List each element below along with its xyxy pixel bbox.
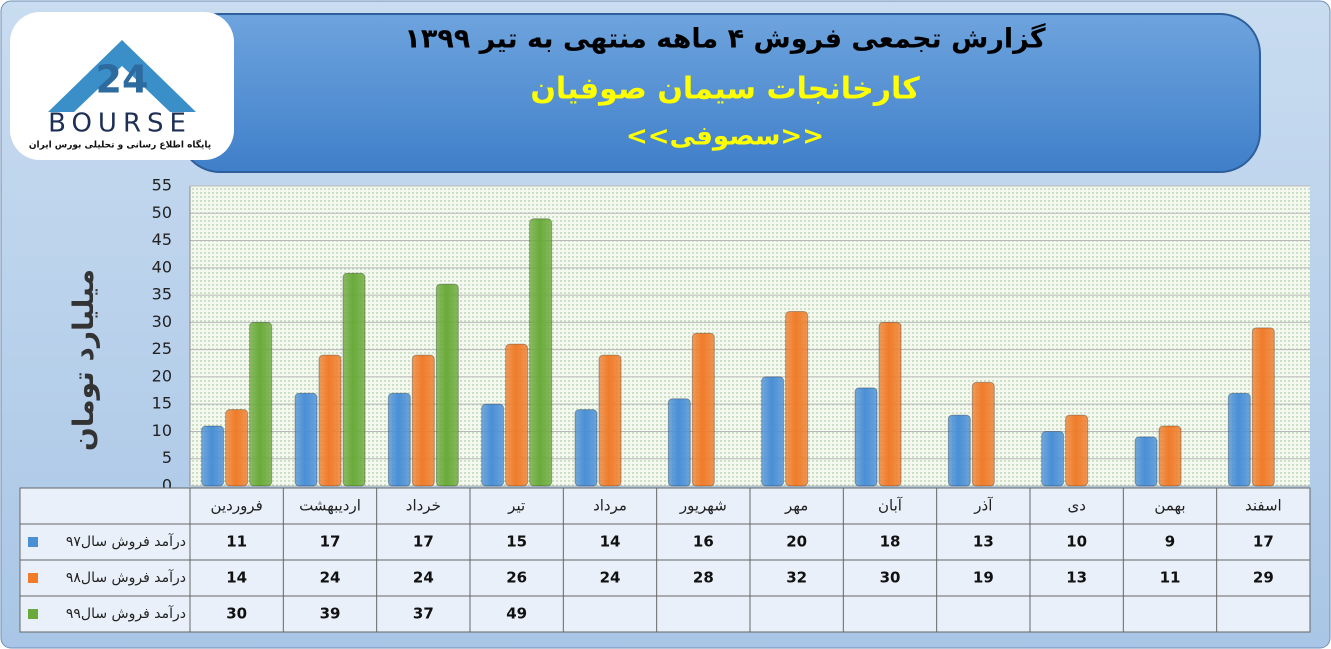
logo-name: BOURSE: [48, 109, 192, 139]
bar: [435, 283, 459, 487]
x-tick-label: تیر: [507, 497, 525, 515]
table-value: 26: [506, 569, 527, 587]
y-tick-label: 25: [152, 339, 172, 358]
bar: [294, 392, 318, 487]
table-value: 24: [413, 569, 434, 587]
table-value: 32: [786, 569, 807, 587]
bar: [785, 310, 809, 487]
legend-label: درآمد فروش سال۹۸: [66, 569, 186, 586]
table-value: 16: [693, 533, 714, 551]
bar: [505, 343, 529, 487]
y-tick-label: 55: [152, 176, 172, 195]
bar: [971, 381, 995, 487]
x-tick-label: آبان: [878, 497, 903, 515]
bar: [342, 272, 366, 487]
table-value: 9: [1165, 533, 1175, 551]
y-tick-label: 50: [152, 203, 172, 222]
table-value: 49: [506, 605, 527, 623]
y-axis-label: میلیارد تومان: [67, 269, 100, 451]
bar: [1134, 436, 1158, 487]
legend-swatch: [28, 537, 38, 547]
logo-shape: [48, 40, 196, 112]
bar: [387, 392, 411, 487]
chart-symbol: <<سصوفی>>: [626, 122, 824, 152]
table-value: 37: [413, 605, 434, 623]
bar: [481, 403, 505, 487]
bar: [667, 398, 691, 487]
y-tick-label: 30: [152, 312, 172, 331]
x-tick-label: مرداد: [593, 497, 627, 515]
table-value: 17: [413, 533, 434, 551]
table-value: 39: [320, 605, 341, 623]
x-tick-label: خرداد: [406, 497, 441, 515]
x-tick-label: شهریور: [679, 497, 727, 515]
y-tick-label: 5: [162, 448, 172, 467]
legend-swatch: [28, 609, 38, 619]
logo-box: [10, 12, 234, 160]
bar: [854, 387, 878, 487]
plot-area: [190, 186, 1310, 486]
table-value: 30: [880, 569, 901, 587]
table-value: 11: [226, 533, 247, 551]
table-value: 30: [226, 605, 247, 623]
bar: [1065, 414, 1089, 487]
table-value: 10: [1066, 533, 1087, 551]
y-tick-label: 10: [152, 421, 172, 440]
table-value: 19: [973, 569, 994, 587]
table-value: 18: [880, 533, 901, 551]
table-value: 11: [1160, 569, 1181, 587]
y-tick-label: 20: [152, 366, 172, 385]
x-tick-label: مهر: [784, 497, 808, 515]
x-tick-label: فروردین: [211, 497, 263, 515]
y-tick-label: 0: [162, 476, 172, 495]
bar: [598, 354, 622, 487]
table-value: 29: [1253, 569, 1274, 587]
legend-label: درآمد فروش سال۹۹: [66, 605, 186, 622]
bar: [1227, 392, 1251, 487]
table-value: 14: [600, 533, 621, 551]
bar: [529, 218, 553, 487]
logo-tagline: پایگاه اطلاع رسانی و تحلیلی بورس ایران: [29, 139, 211, 151]
chart-subtitle: کارخانجات سیمان صوفیان: [530, 72, 920, 107]
bar: [878, 321, 902, 487]
table-value: 14: [226, 569, 247, 587]
y-tick-label: 15: [152, 394, 172, 413]
legend-swatch: [28, 573, 38, 583]
bar: [411, 354, 435, 487]
bar: [1041, 430, 1065, 487]
x-tick-label: بهمن: [1154, 497, 1185, 515]
table-value: 15: [506, 533, 527, 551]
logo-mark: 24: [96, 58, 149, 102]
x-tick-label: آذر: [973, 497, 993, 515]
x-tick-label: اردیبهشت: [299, 497, 361, 515]
legend-label: درآمد فروش سال۹۷: [66, 533, 186, 550]
x-tick-label: اسفند: [1245, 497, 1282, 515]
table-value: 28: [693, 569, 714, 587]
table-value: 20: [786, 533, 807, 551]
y-tick-label: 45: [152, 230, 172, 249]
bar: [1158, 425, 1182, 487]
table-value: 24: [600, 569, 621, 587]
table-value: 13: [1066, 569, 1087, 587]
bar: [761, 376, 785, 487]
chart-title: گزارش تجمعی فروش ۴ ماهه منتهی به تیر ۱۳۹…: [404, 23, 1046, 55]
table-value: 24: [320, 569, 341, 587]
table-value: 17: [320, 533, 341, 551]
bar: [574, 409, 598, 487]
bar: [691, 332, 715, 487]
bar: [201, 425, 225, 487]
table-value: 13: [973, 533, 994, 551]
x-tick-label: دی: [1067, 497, 1085, 515]
bar: [1251, 327, 1275, 487]
bar: [318, 354, 342, 487]
table-value: 17: [1253, 533, 1274, 551]
bar: [947, 414, 971, 487]
y-tick-label: 35: [152, 285, 172, 304]
bar: [225, 409, 249, 487]
y-tick-label: 40: [152, 257, 172, 276]
bar: [249, 321, 273, 487]
